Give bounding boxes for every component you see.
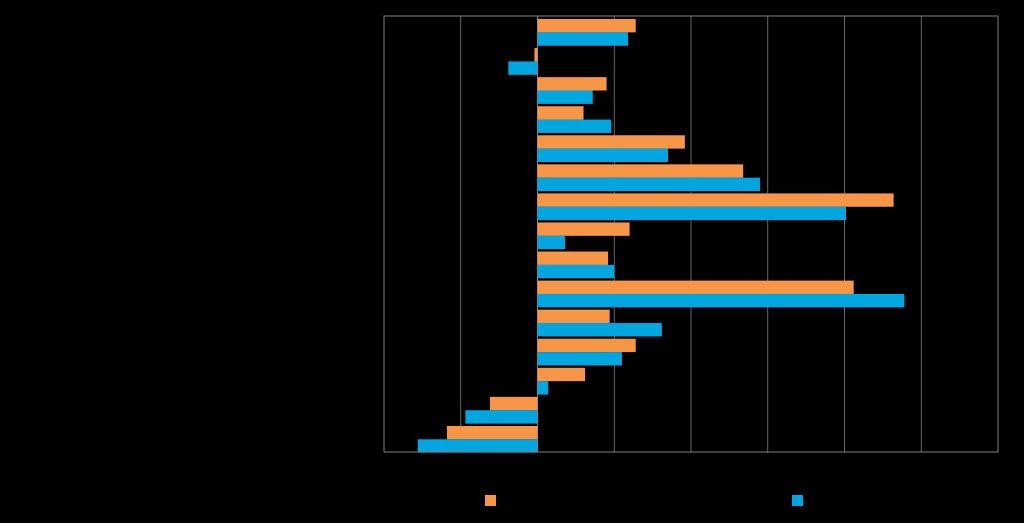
bar-series-1-row-2 [534,48,538,62]
bar-series-2-row-6 [537,177,761,192]
bar-series-1-row-15 [446,425,538,440]
bar-series-1-row-5 [537,135,685,149]
bar-series-2-row-15 [417,439,538,453]
bar-series-1-row-6 [537,164,744,178]
bar-series-2-row-14 [465,410,538,424]
bar-series-2-row-7 [537,206,847,221]
bar-series-2-row-5 [537,148,668,163]
bar-series-1-row-7 [537,193,894,207]
bar-series-1-row-11 [537,309,610,324]
legend-item-series-1 [485,492,502,508]
bar-series-1-row-10 [537,280,854,294]
bar-series-1-row-4 [537,106,584,120]
bar-series-2-row-2 [508,61,538,75]
grid-lines [460,16,922,452]
bar-series-2-row-10 [537,293,905,308]
bar-series-2-row-4 [537,119,612,133]
bar-series-1-row-9 [537,251,609,265]
bar-series-1-row-3 [537,77,607,91]
bar-series-2-row-13 [537,381,549,395]
bars [417,19,905,453]
legend-swatch-series-2 [792,494,803,506]
bar-series-2-row-9 [537,264,615,279]
bar-series-2-row-12 [537,352,622,366]
legend-item-series-2 [792,492,809,508]
bar-series-1-row-13 [537,367,586,382]
bar-series-2-row-1 [537,32,629,46]
bar-series-1-row-14 [489,396,538,411]
legend-swatch-series-1 [485,494,496,506]
bar-series-2-row-11 [537,323,662,337]
bar-series-1-row-8 [537,222,630,236]
plot-area-frame [383,15,999,453]
bar-series-2-row-8 [537,235,566,250]
bar-series-2-row-3 [537,90,593,104]
bar-series-1-row-1 [537,19,636,33]
bar-series-1-row-12 [537,338,636,353]
